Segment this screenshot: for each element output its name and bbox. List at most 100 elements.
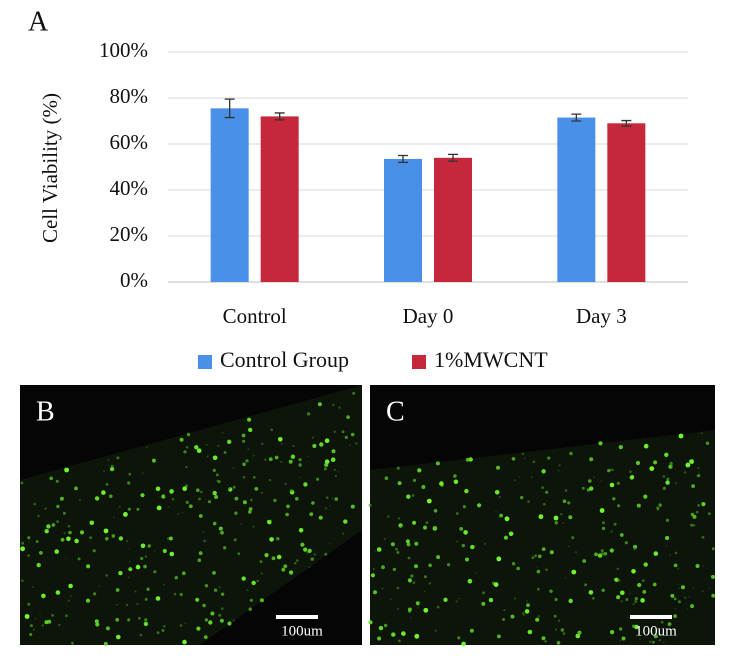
cell-dot bbox=[274, 455, 279, 460]
cell-dot bbox=[342, 532, 345, 535]
cell-dot bbox=[174, 576, 178, 580]
cell-dot bbox=[665, 535, 670, 541]
cell-dot bbox=[29, 632, 33, 637]
cell-dot bbox=[125, 603, 129, 607]
cell-dot bbox=[350, 504, 355, 509]
cell-dot bbox=[619, 639, 622, 642]
cell-dot bbox=[213, 588, 218, 592]
legend-swatch bbox=[198, 355, 212, 369]
cell-dot bbox=[156, 505, 162, 511]
cell-dot bbox=[553, 515, 559, 521]
cell-dot bbox=[105, 536, 109, 541]
cell-dot bbox=[138, 616, 141, 620]
cell-dot bbox=[511, 562, 516, 566]
cell-dot bbox=[144, 618, 148, 622]
cell-dot bbox=[376, 547, 382, 552]
cell-dot bbox=[185, 465, 188, 469]
cell-dot bbox=[405, 539, 410, 544]
cell-dot bbox=[331, 497, 334, 500]
cell-dot bbox=[127, 576, 130, 579]
cell-dot bbox=[711, 547, 715, 551]
cell-dot bbox=[77, 557, 81, 561]
cell-dot bbox=[252, 476, 256, 479]
cell-dot bbox=[286, 504, 290, 509]
cell-dot bbox=[562, 499, 567, 504]
cell-dot bbox=[74, 486, 78, 491]
cell-dot bbox=[568, 545, 570, 547]
cell-dot bbox=[649, 640, 652, 643]
cell-dot bbox=[115, 617, 120, 622]
cell-dot bbox=[260, 491, 263, 494]
cell-dot bbox=[218, 586, 221, 589]
cell-dot bbox=[103, 528, 109, 534]
cell-dot bbox=[151, 458, 156, 463]
cell-dot bbox=[20, 481, 24, 485]
cell-dot bbox=[240, 523, 243, 526]
cell-dot bbox=[198, 514, 203, 518]
cell-dot bbox=[368, 503, 372, 507]
cell-dot bbox=[337, 470, 340, 473]
legend-label: 1%MWCNT bbox=[434, 347, 548, 372]
cell-dot bbox=[228, 487, 233, 492]
cell-dot bbox=[482, 591, 485, 595]
cell-dot bbox=[118, 505, 121, 508]
cell-dot bbox=[67, 599, 70, 602]
cell-dot bbox=[504, 516, 510, 522]
cell-dot bbox=[324, 507, 328, 510]
cell-dot bbox=[549, 589, 553, 593]
cell-dot bbox=[33, 502, 36, 506]
cell-dot bbox=[312, 443, 317, 449]
cell-dot bbox=[469, 628, 474, 633]
cell-dot bbox=[702, 565, 705, 567]
cell-dot bbox=[518, 475, 520, 478]
cell-dot bbox=[571, 536, 575, 540]
cell-dot bbox=[673, 563, 678, 568]
cell-dot bbox=[423, 590, 426, 593]
cell-dot bbox=[401, 631, 406, 636]
cell-dot bbox=[298, 463, 302, 467]
cell-dot bbox=[636, 503, 641, 508]
cell-dot bbox=[421, 485, 426, 489]
cell-dot bbox=[417, 468, 422, 473]
cell-dot bbox=[662, 475, 666, 478]
cell-dot bbox=[177, 512, 180, 515]
cell-dot bbox=[141, 472, 144, 474]
cell-dot bbox=[601, 588, 605, 592]
cell-dot bbox=[593, 476, 596, 479]
cell-dot bbox=[541, 469, 546, 474]
y-axis-title: Cell Viability (%) bbox=[38, 93, 62, 243]
cell-dot bbox=[306, 455, 309, 458]
cell-dot bbox=[691, 484, 695, 488]
cell-dot bbox=[378, 625, 384, 631]
cell-dot bbox=[249, 598, 253, 602]
cell-dot bbox=[127, 548, 130, 550]
cell-dot bbox=[51, 614, 54, 617]
cell-dot bbox=[629, 592, 631, 595]
cell-dot bbox=[267, 520, 272, 525]
cell-dot bbox=[311, 436, 314, 439]
cell-dot bbox=[198, 551, 203, 556]
cell-dot bbox=[264, 553, 269, 558]
cell-dot bbox=[381, 565, 385, 570]
cell-dot bbox=[462, 505, 466, 509]
cell-dot bbox=[276, 554, 282, 560]
cell-dot bbox=[665, 545, 668, 547]
cell-dot bbox=[497, 634, 501, 639]
cell-dot bbox=[195, 597, 200, 602]
cell-dot bbox=[617, 579, 621, 582]
cell-dot bbox=[329, 504, 331, 507]
cell-dot bbox=[317, 402, 322, 407]
cell-dot bbox=[678, 587, 681, 590]
cell-dot bbox=[248, 427, 253, 433]
cell-dot bbox=[609, 548, 614, 553]
cell-dot bbox=[407, 578, 412, 583]
cell-dot bbox=[237, 552, 241, 556]
cell-dot bbox=[51, 523, 56, 527]
cell-dot bbox=[634, 624, 639, 630]
cell-dot bbox=[196, 626, 201, 631]
cell-dot bbox=[674, 607, 677, 610]
cell-dot bbox=[669, 553, 672, 556]
cell-dot bbox=[690, 523, 694, 527]
cell-dot bbox=[248, 607, 252, 611]
cell-dot bbox=[269, 537, 274, 542]
